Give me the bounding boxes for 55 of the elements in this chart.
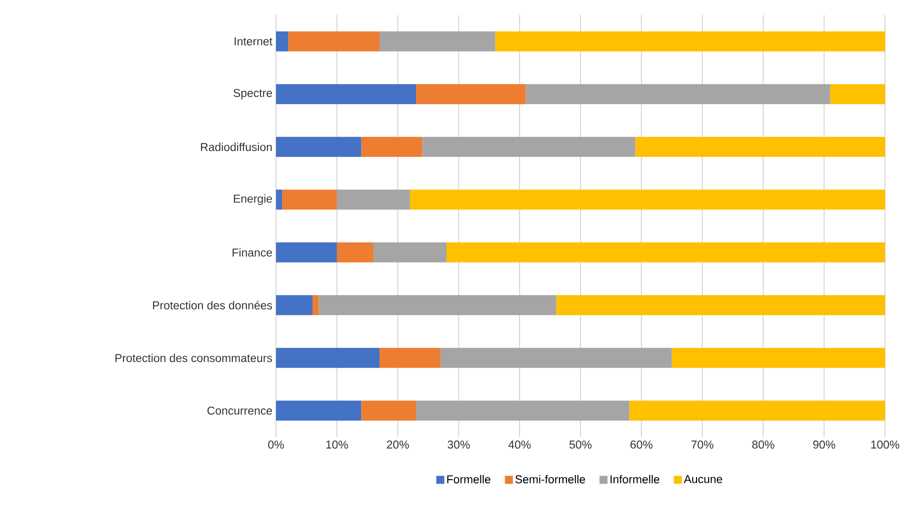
x-tick-label: 90%	[813, 440, 836, 449]
bar	[380, 31, 496, 52]
bar	[416, 84, 526, 104]
bar	[373, 242, 447, 262]
bar	[276, 242, 337, 262]
bar	[380, 348, 440, 368]
bar	[416, 400, 630, 421]
bar	[276, 190, 282, 210]
x-tick-label: 0%	[268, 440, 284, 449]
legend-label: Informelle	[610, 474, 660, 484]
bar	[361, 400, 416, 421]
bar	[282, 190, 337, 210]
y-tick-label: Energie	[234, 194, 272, 205]
x-tick-label: 20%	[386, 440, 409, 449]
y-tick-label: Spectre	[234, 88, 272, 100]
x-tick-label: 80%	[752, 440, 774, 449]
bar	[276, 31, 288, 52]
bar	[336, 190, 410, 210]
bar	[446, 242, 886, 262]
bar	[276, 348, 380, 368]
bar	[440, 348, 672, 368]
y-tick-label: Protection des données	[153, 300, 272, 310]
bar	[276, 136, 362, 157]
legend-label: Semi-formelle	[515, 474, 586, 484]
x-tick-label: 10%	[326, 440, 348, 449]
y-tick-label: Internet	[234, 37, 272, 46]
bar	[422, 136, 636, 157]
bar	[276, 295, 313, 316]
x-tick-label: 100%	[871, 440, 900, 449]
bar	[556, 295, 886, 316]
bar	[635, 136, 886, 157]
x-tick-label: 70%	[691, 440, 714, 449]
y-tick-label: Finance	[232, 248, 272, 257]
bar	[288, 31, 380, 52]
bar	[276, 84, 416, 104]
y-tick-label: Concurrence	[207, 406, 272, 415]
bar	[830, 84, 886, 104]
bar	[276, 400, 362, 421]
bar	[312, 295, 319, 316]
bar	[336, 242, 374, 262]
y-tick-label: Protection des consommateurs	[115, 354, 272, 362]
bar	[410, 190, 886, 210]
bar	[495, 31, 886, 52]
x-tick-label: 30%	[448, 440, 470, 449]
legend-label: Aucune	[684, 475, 722, 484]
x-tick-label: 60%	[630, 440, 652, 449]
bar	[361, 136, 422, 157]
bar	[318, 295, 556, 316]
bar	[629, 400, 886, 421]
x-tick-label: 50%	[569, 440, 592, 449]
legend-label: Formelle	[447, 474, 490, 484]
bar	[526, 84, 830, 104]
bar	[672, 348, 886, 368]
x-tick-label: 40%	[508, 440, 531, 449]
y-tick-label: Radiodiffusion	[201, 142, 272, 152]
